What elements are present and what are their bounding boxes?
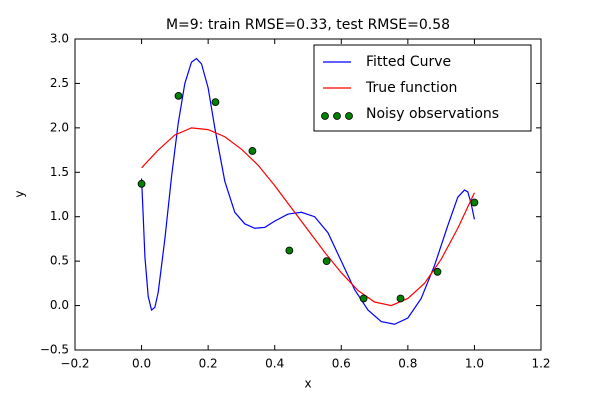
plot-area [137,57,479,325]
scatter-point [359,294,368,303]
legend-marker [321,112,329,120]
line-series [141,127,475,307]
y-tick-label: 0.5 [50,254,69,268]
y-axis-label: y [13,190,27,197]
scatter-point [137,179,146,188]
y-tick-label: −0.5 [40,343,69,357]
x-axis-label: x [304,377,311,391]
scatter-point [174,91,183,100]
y-tick-label: 1.5 [50,165,69,179]
y-tick-label: 3.0 [50,32,69,46]
x-tick-label: 0.8 [398,357,417,371]
axes-frame [74,38,542,351]
x-tick-label: 0.4 [265,357,284,371]
legend-label: True function [365,80,457,96]
x-tick-label: 1.0 [465,357,484,371]
scatter-point [322,257,331,266]
x-tick-label: −0.2 [60,357,89,371]
y-tick-label: 1.0 [50,209,69,223]
x-tick-label: 0.0 [132,357,151,371]
chart-title: M=9: train RMSE=0.33, test RMSE=0.58 [166,17,450,33]
line-series [140,57,476,325]
legend-label: Fitted Curve [366,54,451,70]
scatter-point [470,198,479,207]
legend-marker [333,112,341,120]
scatter-point [433,267,442,276]
y-tick-label: 2.5 [50,76,69,90]
legend-marker [345,112,353,120]
legend-label: Noisy observations [366,106,499,122]
scatter-point [248,147,257,155]
x-tick-label: 0.2 [199,357,218,371]
scatter-point [285,246,294,255]
x-tick-label: 1.2 [531,357,550,371]
scatter-point [211,98,220,106]
y-tick-label: 0.0 [50,298,69,312]
y-tick-label: 2.0 [50,120,69,134]
scatter-point [396,294,405,303]
x-tick-label: 0.6 [332,357,351,371]
